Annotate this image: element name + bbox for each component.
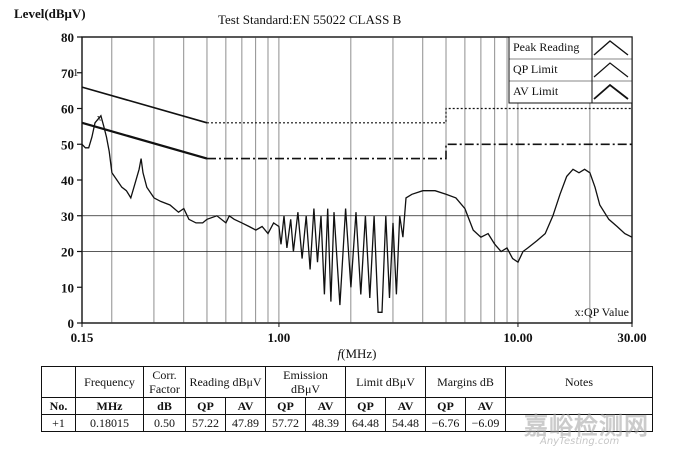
cell-no: +1 xyxy=(41,414,76,432)
cell-limit-qp: 64.48 xyxy=(345,414,386,432)
legend-box xyxy=(508,36,633,104)
y-tick-label: 30 xyxy=(61,209,74,224)
y-tick-label: 70 xyxy=(61,66,74,81)
y-tick-label: 60 xyxy=(61,102,74,117)
y-axis-label: Level(dBμV) xyxy=(14,6,86,21)
y-tick-label: 20 xyxy=(61,245,74,260)
x-tick-label: 10.00 xyxy=(503,330,532,345)
subheader-margin-av: AV xyxy=(464,397,507,415)
qp-value-annotation: x:QP Value xyxy=(575,305,629,319)
emc-chart: 0 10 20 30 40 50 60 70 80 0.15 1.00 10.00 30.00 f(MHz… xyxy=(61,30,647,361)
cell-corr-factor: 0.50 xyxy=(143,414,186,432)
subheader-limit-av: AV xyxy=(385,397,426,415)
legend-swatch xyxy=(593,40,629,56)
legend-label: Peak Reading xyxy=(513,40,579,54)
header-emission: Emission dBμV xyxy=(265,366,346,398)
table-subheader-row: No. MHz dB QP AV QP AV QP AV QP AV xyxy=(41,397,653,415)
y-tick-label: 10 xyxy=(61,280,74,295)
watermark-subtext: AnyTesting.com xyxy=(540,436,620,447)
cell-frequency: 0.18015 xyxy=(75,414,144,432)
header-margins: Margins dB xyxy=(424,366,507,398)
y-tick-label: 80 xyxy=(61,30,74,45)
watermark-text: 嘉峪检测网 xyxy=(524,412,649,440)
subheader-limit-qp: QP xyxy=(345,397,386,415)
header-reading: Reading dBμV xyxy=(185,366,266,398)
header-cell-empty xyxy=(41,366,76,398)
chart-title: Test Standard:EN 55022 CLASS B xyxy=(218,12,402,27)
marker-label: 1 xyxy=(73,67,79,79)
qp-limit-slope xyxy=(81,86,208,124)
qp-limit-line xyxy=(207,107,632,124)
cell-emission-av: 48.39 xyxy=(305,414,346,432)
cell-reading-qp: 57.22 xyxy=(185,414,226,432)
subheader-reading-qp: QP xyxy=(185,397,226,415)
x-tick-label: 30.00 xyxy=(617,330,646,345)
header-limit: Limit dBμV xyxy=(345,366,426,398)
x-tick-label: 0.15 xyxy=(71,330,94,345)
result-table: Frequency Corr. Factor Reading dBμV Emis… xyxy=(41,366,653,432)
cell-emission-qp: 57.72 xyxy=(265,414,306,432)
legend-swatch xyxy=(593,62,629,78)
cell-limit-av: 54.48 xyxy=(385,414,426,432)
x-tick-label: 1.00 xyxy=(268,330,291,345)
subheader-emission-av: AV xyxy=(305,397,346,415)
x-axis-label: f(MHz) xyxy=(337,346,376,361)
y-tick-label: 50 xyxy=(61,137,74,152)
header-notes: Notes xyxy=(505,366,653,398)
table-header-row: Frequency Corr. Factor Reading dBμV Emis… xyxy=(41,366,653,398)
cell-reading-av: 47.89 xyxy=(225,414,266,432)
qp-marker: x xyxy=(97,113,102,123)
subheader-margin-qp: QP xyxy=(425,397,466,415)
y-tick-label: 0 xyxy=(68,316,75,331)
subheader-reading-av: AV xyxy=(225,397,266,415)
subheader-db: dB xyxy=(143,397,186,415)
av-limit-slope xyxy=(81,121,208,160)
cell-margin-av: −6.09 xyxy=(464,414,507,432)
legend-swatch xyxy=(593,83,629,100)
y-tick-label: 40 xyxy=(61,173,74,188)
av-limit-line xyxy=(207,143,632,160)
subheader-emission-qp: QP xyxy=(265,397,306,415)
header-frequency: Frequency xyxy=(75,366,144,398)
peak-reading-line xyxy=(81,114,633,313)
header-corr-factor: Corr. Factor xyxy=(143,366,186,398)
subheader-mhz: MHz xyxy=(75,397,144,415)
subheader-no: No. xyxy=(41,397,76,415)
legend-label: QP Limit xyxy=(513,62,558,76)
table-row: +1 0.18015 0.50 57.22 47.89 57.72 48.39 … xyxy=(41,414,653,432)
cell-margin-qp: −6.76 xyxy=(425,414,466,432)
cell-notes xyxy=(505,414,653,432)
legend-label: AV Limit xyxy=(513,84,559,98)
